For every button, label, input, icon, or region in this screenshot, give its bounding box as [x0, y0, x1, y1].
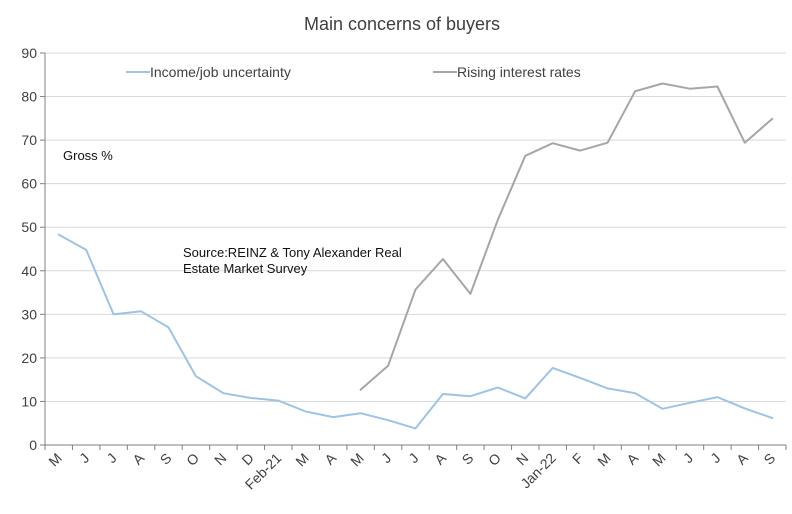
y-tick-label: 40 — [21, 263, 37, 279]
x-tick-label: J — [707, 450, 723, 466]
y-tick-label: 20 — [21, 350, 37, 366]
source-annotation-line-2: Estate Market Survey — [183, 261, 308, 276]
x-tick-label: D — [238, 450, 256, 468]
x-tick-label: A — [623, 449, 641, 467]
y-tick-label: 0 — [29, 437, 37, 453]
y-tick-label: 60 — [21, 176, 37, 192]
chart-title: Main concerns of buyers — [304, 14, 500, 34]
x-tick-label: M — [594, 450, 614, 470]
series-line-rising-interest-rates — [359, 82, 774, 391]
x-tick-label: J — [405, 450, 421, 466]
x-tick-label: N — [211, 450, 229, 468]
legend-label-rising-interest-rates: Rising interest rates — [457, 64, 581, 80]
y-axis-label: Gross % — [63, 148, 113, 163]
x-tick-label: A — [431, 449, 449, 467]
y-tick-label: 80 — [21, 89, 37, 105]
x-tick-label: A — [321, 449, 339, 467]
y-tick-label: 50 — [21, 219, 37, 235]
y-tick-label: 90 — [21, 45, 37, 61]
gridlines — [45, 52, 786, 402]
x-tick-label: S — [459, 450, 477, 468]
x-tick-label: N — [513, 450, 531, 468]
x-tick-label: J — [76, 450, 92, 466]
x-tick-label: S — [760, 450, 778, 468]
y-tick-label: 10 — [21, 393, 37, 409]
y-tick-label: 70 — [21, 132, 37, 148]
legend: Income/job uncertainty Rising interest r… — [126, 64, 581, 80]
x-tick-label: F — [569, 450, 586, 467]
x-tick-label: M — [347, 450, 367, 470]
source-annotation-line-1: Source:REINZ & Tony Alexander Real — [183, 245, 402, 260]
x-tick-label: O — [485, 450, 504, 469]
x-tick-label: A — [129, 449, 147, 467]
legend-label-income-job-uncertainty: Income/job uncertainty — [150, 64, 291, 80]
x-tick-label: J — [378, 450, 394, 466]
series-line-income-job-uncertainty — [57, 233, 774, 430]
axes — [40, 52, 787, 450]
y-tick-label: 30 — [21, 306, 37, 322]
x-tick-label: M — [45, 450, 65, 470]
series-lines — [57, 82, 774, 430]
x-tick-label: O — [183, 450, 202, 469]
x-tick-label: J — [103, 450, 119, 466]
x-tick-label: M — [292, 450, 312, 470]
x-tick-label: S — [157, 450, 175, 468]
x-tick-label: J — [680, 450, 696, 466]
x-tick-label: A — [733, 449, 751, 467]
x-tick-label: M — [649, 450, 669, 470]
y-axis-tick-labels: 0 10 20 30 40 50 60 70 80 90 — [21, 45, 37, 453]
